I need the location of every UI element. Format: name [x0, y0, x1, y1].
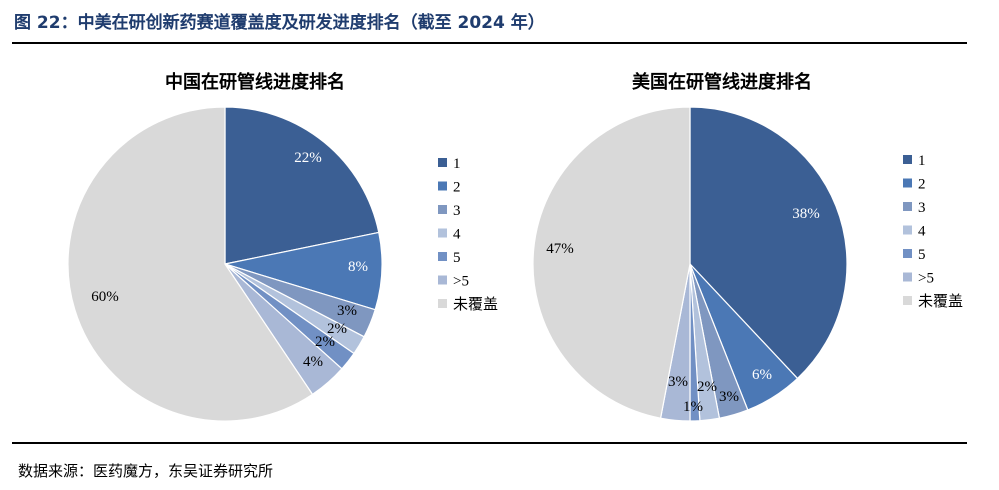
slice-label: 60% — [91, 289, 119, 305]
slice-label: 6% — [752, 367, 772, 383]
legend-label: 4 — [918, 224, 926, 240]
legend-label: 2 — [918, 177, 926, 193]
legend-swatch — [438, 252, 447, 261]
bottom-rule — [12, 442, 967, 444]
legend-label: 1 — [453, 156, 461, 172]
slice-label: 22% — [294, 150, 322, 166]
legend-swatch — [438, 158, 447, 167]
legend-swatch — [438, 299, 447, 308]
legend-label: >5 — [918, 271, 934, 287]
slice-label: 4% — [303, 354, 323, 370]
slice-label: 3% — [719, 389, 739, 405]
slice-label: 3% — [668, 374, 688, 390]
pie-slice-1 — [689, 106, 848, 380]
pie-slice-1 — [224, 106, 380, 265]
top-rule — [12, 42, 967, 44]
slice-label: 3% — [337, 303, 357, 319]
figure-title: 图 22：中美在研创新药赛道覆盖度及研发进度排名（截至 2024 年） — [14, 13, 545, 33]
legend-swatch — [903, 296, 912, 305]
legend-label: 3 — [453, 203, 461, 219]
legend-swatch — [438, 228, 447, 238]
slice-label: 1% — [683, 399, 703, 415]
legend-label: 5 — [453, 250, 461, 266]
slice-label: 2% — [697, 379, 717, 395]
slice-label: 38% — [792, 206, 820, 222]
legend-swatch — [438, 181, 447, 191]
chart-title-us: 美国在研管线进度排名 — [632, 71, 812, 93]
legend-label: 4 — [453, 227, 461, 243]
legend-label: 3 — [918, 200, 926, 216]
legend-swatch — [903, 178, 912, 188]
legend-label: 未覆盖 — [453, 296, 498, 313]
pie-slice-未覆盖 — [532, 106, 691, 419]
legend-label: 5 — [918, 247, 926, 263]
source-note: 数据来源：医药魔方，东吴证券研究所 — [18, 462, 274, 480]
slice-label: 47% — [546, 241, 574, 257]
legend-swatch — [903, 155, 912, 164]
slice-label: 8% — [348, 259, 368, 275]
legend-swatch — [438, 205, 447, 214]
slice-label: 2% — [327, 321, 347, 337]
slice-label: 2% — [315, 334, 335, 350]
legend-swatch — [438, 275, 447, 285]
legend-swatch — [903, 225, 912, 235]
legend-label: 1 — [918, 153, 926, 169]
legend-swatch — [903, 202, 912, 211]
chart-title-china: 中国在研管线进度排名 — [165, 71, 345, 93]
pie-slice-未覆盖 — [67, 106, 314, 422]
legend-swatch — [903, 272, 912, 282]
legend-label: 未覆盖 — [918, 293, 963, 310]
legend-swatch — [903, 249, 912, 258]
legend-label: 2 — [453, 180, 461, 196]
legend-label: >5 — [453, 274, 469, 290]
